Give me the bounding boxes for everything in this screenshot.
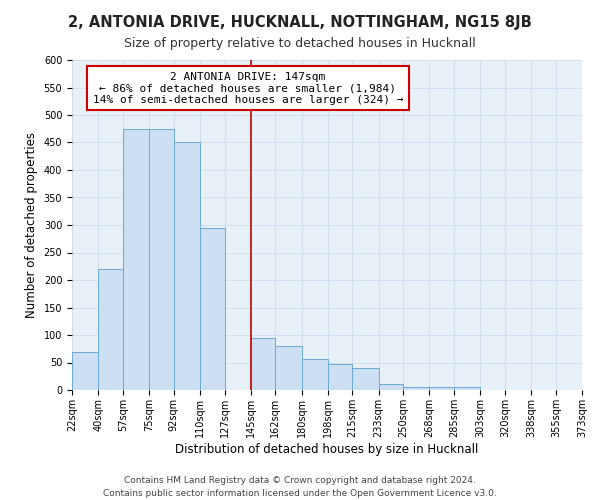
Bar: [454, 387, 480, 390]
Text: Contains HM Land Registry data © Crown copyright and database right 2024.: Contains HM Land Registry data © Crown c…: [124, 476, 476, 485]
Bar: [403, 387, 430, 390]
Text: Contains public sector information licensed under the Open Government Licence v3: Contains public sector information licen…: [103, 489, 497, 498]
Bar: [302, 358, 328, 390]
Bar: [328, 364, 352, 390]
Bar: [149, 128, 174, 390]
Bar: [352, 368, 379, 390]
Bar: [123, 128, 149, 390]
Bar: [275, 346, 302, 390]
Bar: [174, 142, 200, 390]
X-axis label: Distribution of detached houses by size in Hucknall: Distribution of detached houses by size …: [175, 442, 479, 456]
Bar: [251, 338, 275, 390]
Bar: [200, 228, 224, 390]
Y-axis label: Number of detached properties: Number of detached properties: [25, 132, 38, 318]
Text: 2, ANTONIA DRIVE, HUCKNALL, NOTTINGHAM, NG15 8JB: 2, ANTONIA DRIVE, HUCKNALL, NOTTINGHAM, …: [68, 15, 532, 30]
Bar: [72, 352, 98, 390]
Text: Size of property relative to detached houses in Hucknall: Size of property relative to detached ho…: [124, 38, 476, 51]
Bar: [379, 384, 403, 390]
Bar: [98, 269, 123, 390]
Text: 2 ANTONIA DRIVE: 147sqm
← 86% of detached houses are smaller (1,984)
14% of semi: 2 ANTONIA DRIVE: 147sqm ← 86% of detache…: [92, 72, 403, 105]
Bar: [430, 387, 454, 390]
